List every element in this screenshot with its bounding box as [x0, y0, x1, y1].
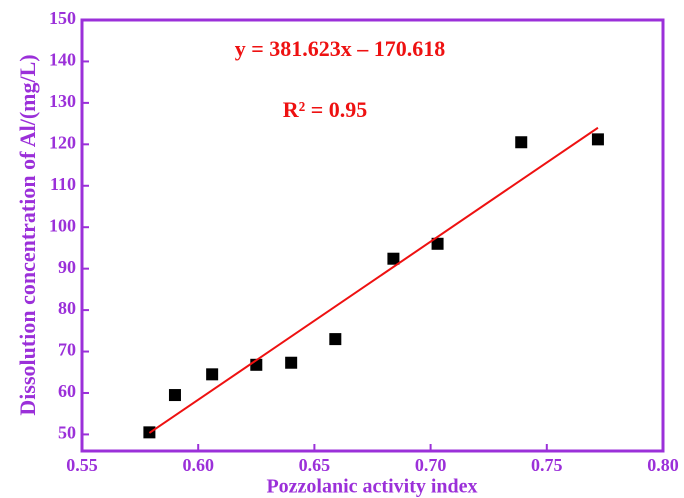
- y-tick-label: 100: [49, 215, 76, 235]
- x-tick-label: 0.70: [415, 455, 447, 475]
- data-point: [329, 333, 342, 346]
- data-point: [250, 358, 263, 371]
- data-point: [431, 237, 444, 250]
- data-point: [515, 136, 528, 149]
- y-tick-label: 120: [49, 132, 76, 152]
- y-tick-label: 140: [49, 50, 76, 70]
- data-point: [285, 356, 298, 369]
- y-tick-label: 130: [49, 91, 76, 111]
- x-tick-label: 0.80: [647, 455, 679, 475]
- data-point: [168, 389, 181, 402]
- y-tick-label: 50: [58, 423, 76, 443]
- plot-frame: [80, 18, 665, 453]
- y-tick-label: 80: [58, 298, 76, 318]
- y-tick-label: 110: [50, 174, 76, 194]
- fit-line: [148, 126, 599, 434]
- y-tick-label: 60: [58, 381, 76, 401]
- x-tick-label: 0.65: [299, 455, 331, 475]
- x-tick-label: 0.55: [66, 455, 98, 475]
- data-point: [591, 133, 604, 146]
- x-tick-label: 0.75: [531, 455, 563, 475]
- x-tick-label: 0.60: [182, 455, 214, 475]
- y-tick-label: 70: [58, 340, 76, 360]
- equation: y = 381.623x – 170.618: [235, 36, 446, 61]
- data-point: [387, 252, 400, 265]
- data-point: [206, 368, 219, 381]
- y-tick-label: 90: [58, 257, 76, 277]
- y-axis-label: Dissolution concentration of Al/(mg/L): [15, 54, 40, 415]
- y-tick-label: 150: [49, 8, 76, 28]
- r-squared: R² = 0.95: [283, 97, 368, 122]
- x-axis-label: Pozzolanic activity index: [266, 476, 477, 498]
